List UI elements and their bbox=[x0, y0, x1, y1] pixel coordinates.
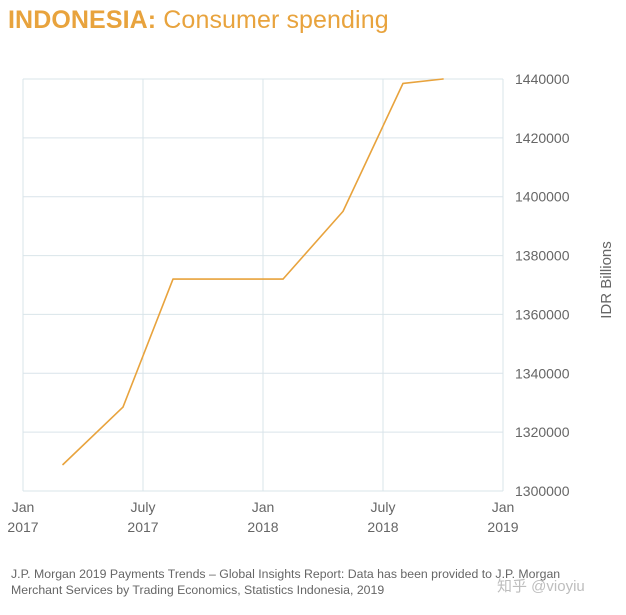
x-tick-label-year: 2017 bbox=[127, 519, 158, 535]
y-tick-label: 1440000 bbox=[515, 71, 570, 87]
data-point bbox=[172, 278, 174, 280]
x-tick-label-period: Jan bbox=[252, 499, 275, 515]
watermark: 知乎 @vioyiu bbox=[497, 578, 585, 595]
data-point bbox=[62, 463, 64, 466]
source-note: J.P. Morgan 2019 Payments Trends – Globa… bbox=[11, 567, 561, 597]
chart-title: INDONESIA: Consumer spending bbox=[8, 6, 389, 35]
y-tick-label: 1380000 bbox=[515, 248, 570, 264]
chart-title-country: INDONESIA: bbox=[8, 6, 157, 34]
y-tick-label: 1340000 bbox=[515, 365, 570, 381]
data-point bbox=[122, 406, 124, 408]
y-axis-label: IDR Billions bbox=[598, 241, 615, 319]
y-tick-label: 1420000 bbox=[515, 130, 570, 146]
series-line-consumer-spending bbox=[62, 78, 444, 466]
y-tick-label: 1320000 bbox=[515, 424, 570, 440]
data-point bbox=[282, 278, 284, 280]
y-tick-label: 1300000 bbox=[515, 483, 570, 499]
x-tick-label-year: 2019 bbox=[487, 519, 518, 535]
x-tick-label-period: July bbox=[131, 499, 156, 515]
series-layer bbox=[62, 78, 444, 466]
y-tick-label: 1400000 bbox=[515, 189, 570, 205]
x-axis: Jan 2017 July 2017 Jan 2018 July 2018 Jan 2019 bbox=[7, 499, 518, 535]
line-chart: 1300000 1320000 1340000 1360000 1380000 14000… bbox=[7, 71, 615, 535]
grid-layer bbox=[22, 78, 504, 492]
y-axis: 1300000 1320000 1340000 1360000 1380000 14000… bbox=[515, 71, 570, 499]
y-tick-label: 1360000 bbox=[515, 306, 570, 322]
x-tick-label-year: 2018 bbox=[367, 519, 398, 535]
x-tick-label-period: Jan bbox=[12, 499, 35, 515]
data-point bbox=[442, 78, 444, 80]
x-tick-label-period: July bbox=[371, 499, 396, 515]
data-point bbox=[342, 210, 344, 213]
x-tick-label-year: 2018 bbox=[247, 519, 278, 535]
x-tick-label-period: Jan bbox=[492, 499, 515, 515]
data-point bbox=[402, 82, 404, 85]
x-tick-label-year: 2017 bbox=[7, 519, 38, 535]
chart-title-topic: Consumer spending bbox=[156, 6, 389, 34]
